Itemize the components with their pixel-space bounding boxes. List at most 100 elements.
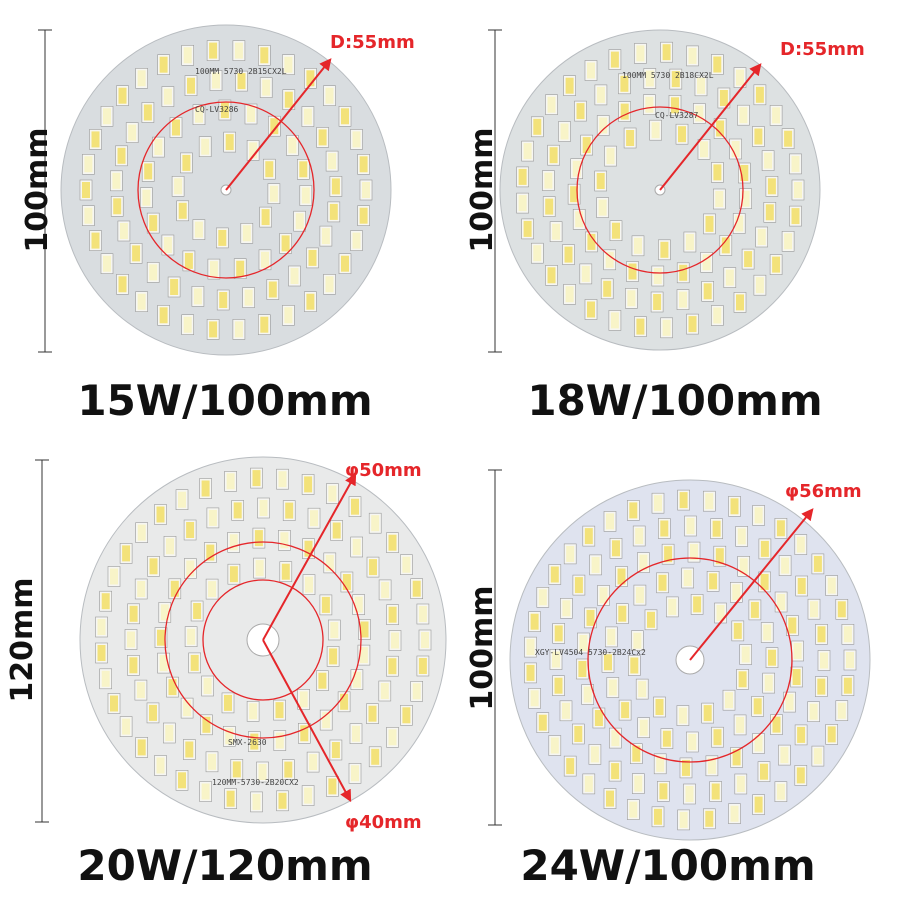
led [323,552,337,574]
led [774,591,788,613]
led [563,755,577,777]
led-chip [574,726,583,742]
size-ring [164,541,362,739]
led [653,696,666,718]
led [592,707,606,729]
led-chip [84,207,93,224]
led [549,649,563,670]
led [141,161,155,182]
led [115,145,128,167]
led-chip [603,280,612,297]
led-chip [229,534,238,551]
led [706,570,720,592]
led [350,536,364,558]
led [306,751,320,773]
led-chip [716,605,725,621]
led-chip [325,554,334,571]
led-chip [565,286,574,303]
led [386,532,399,554]
led [843,649,857,671]
led [814,676,828,697]
led-chip [330,622,339,638]
led-chip [760,540,769,557]
led [563,75,576,96]
led [660,41,673,63]
led-chip [418,658,427,674]
led-chip [157,629,165,646]
led-chip [707,757,716,774]
led [811,553,825,575]
led-chip [369,559,377,576]
led [631,235,645,257]
diameter-label: φ50mm [345,460,422,481]
led-chip [693,596,702,613]
led [293,210,307,232]
led-chip [110,568,118,585]
led [416,655,430,677]
led [279,233,292,254]
led-chip [621,702,630,719]
led-chip [767,178,776,195]
led-chip [142,189,151,206]
led [366,703,379,725]
led [182,250,196,272]
led-chip [639,554,648,571]
led [161,86,175,107]
led [733,292,747,313]
led-chip [523,220,532,237]
board-text: XGY-LV4504 5730-2B24Cx2 [535,648,646,657]
led-chip [518,168,527,185]
led [574,100,587,122]
led-chip [582,137,591,154]
led [288,265,301,287]
led-chip [252,470,261,487]
led-chip [149,264,158,281]
led [634,316,647,337]
led [559,700,573,722]
led-chip [599,587,608,604]
led-chip [178,202,187,219]
led-chip [655,699,664,715]
led [521,218,534,240]
led [175,489,189,511]
led-chip [178,772,186,789]
led [297,689,311,710]
led-chip [91,131,100,148]
board-text: 100MM 5730 2B18CX2L [622,71,714,80]
led-chip [284,761,293,778]
led [378,579,392,601]
led-chip [269,185,278,202]
led-chip [662,319,671,336]
led-chip [206,544,215,561]
led [135,68,148,89]
led [701,702,715,724]
led [116,85,129,106]
led [677,809,690,831]
led [326,483,339,504]
led-chip [596,86,605,103]
led-chip [530,613,539,630]
led [608,49,622,70]
led [752,794,765,815]
led-chip [768,649,776,666]
led-chip [737,528,746,545]
led-chip [732,584,741,601]
led-chip [530,690,539,707]
led-chip [371,515,380,532]
led-chip [234,42,243,59]
led-chip [225,728,234,745]
led [129,243,143,264]
led [781,128,795,149]
led-chip [776,783,785,800]
led-chip [183,316,192,333]
led-chip [255,560,264,577]
led-chip [262,79,271,96]
led-chip [590,746,599,763]
led [811,745,825,767]
led [319,594,333,616]
led-chip [304,787,313,804]
led [562,244,575,265]
led [633,584,647,606]
led-chip [793,643,802,659]
